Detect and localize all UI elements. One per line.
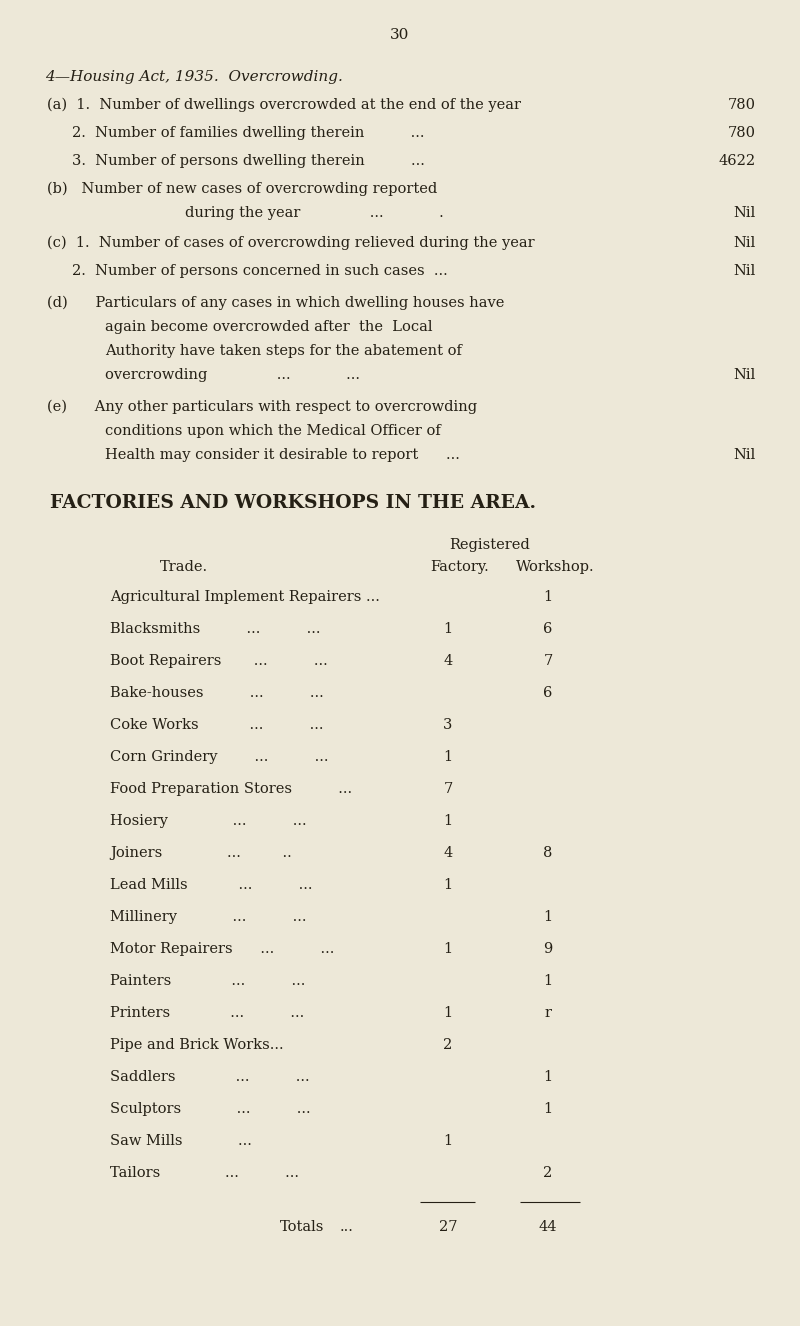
Text: 1: 1 xyxy=(543,590,553,605)
Text: Nil: Nil xyxy=(734,369,756,382)
Text: 1: 1 xyxy=(443,941,453,956)
Text: Saddlers             ...          ...: Saddlers ... ... xyxy=(110,1070,310,1083)
Text: 1: 1 xyxy=(543,1070,553,1083)
Text: (c)  1.  Number of cases of overcrowding relieved during the year: (c) 1. Number of cases of overcrowding r… xyxy=(47,236,534,251)
Text: Corn Grindery        ...          ...: Corn Grindery ... ... xyxy=(110,751,329,764)
Text: 1: 1 xyxy=(443,751,453,764)
Text: 8: 8 xyxy=(543,846,553,861)
Text: 2: 2 xyxy=(443,1038,453,1052)
Text: Lead Mills           ...          ...: Lead Mills ... ... xyxy=(110,878,313,892)
Text: FACTORIES AND WORKSHOPS IN THE AREA.: FACTORIES AND WORKSHOPS IN THE AREA. xyxy=(50,495,536,512)
Text: Nil: Nil xyxy=(734,264,756,278)
Text: 4: 4 xyxy=(443,846,453,861)
Text: 4—Housing Act, 1935.  Overcrowding.: 4—Housing Act, 1935. Overcrowding. xyxy=(45,70,343,84)
Text: Health may consider it desirable to report      ...: Health may consider it desirable to repo… xyxy=(105,448,460,461)
Text: conditions upon which the Medical Officer of: conditions upon which the Medical Office… xyxy=(105,424,441,438)
Text: Food Preparation Stores          ...: Food Preparation Stores ... xyxy=(110,782,352,796)
Text: Agricultural Implement Repairers ...: Agricultural Implement Repairers ... xyxy=(110,590,380,605)
Text: (d)      Particulars of any cases in which dwelling houses have: (d) Particulars of any cases in which dw… xyxy=(47,296,504,310)
Text: overcrowding               ...            ...: overcrowding ... ... xyxy=(105,369,360,382)
Text: Painters             ...          ...: Painters ... ... xyxy=(110,975,306,988)
Text: Boot Repairers       ...          ...: Boot Repairers ... ... xyxy=(110,654,328,668)
Text: Nil: Nil xyxy=(734,448,756,461)
Text: 1: 1 xyxy=(543,910,553,924)
Text: during the year               ...            .: during the year ... . xyxy=(185,206,444,220)
Text: Hosiery              ...          ...: Hosiery ... ... xyxy=(110,814,306,827)
Text: 2.  Number of families dwelling therein          ...: 2. Number of families dwelling therein .… xyxy=(72,126,425,141)
Text: 1: 1 xyxy=(543,975,553,988)
Text: Tailors              ...          ...: Tailors ... ... xyxy=(110,1166,299,1180)
Text: 4622: 4622 xyxy=(719,154,756,168)
Text: Trade.: Trade. xyxy=(160,560,208,574)
Text: 3.  Number of persons dwelling therein          ...: 3. Number of persons dwelling therein ..… xyxy=(72,154,425,168)
Text: Factory.: Factory. xyxy=(430,560,490,574)
Text: Millinery            ...          ...: Millinery ... ... xyxy=(110,910,306,924)
Text: Nil: Nil xyxy=(734,206,756,220)
Text: (b)   Number of new cases of overcrowding reported: (b) Number of new cases of overcrowding … xyxy=(47,182,438,196)
Text: Authority have taken steps for the abatement of: Authority have taken steps for the abate… xyxy=(105,343,462,358)
Text: (a)  1.  Number of dwellings overcrowded at the end of the year: (a) 1. Number of dwellings overcrowded a… xyxy=(47,98,521,113)
Text: 6: 6 xyxy=(543,686,553,700)
Text: 44: 44 xyxy=(538,1220,558,1235)
Text: Motor Repairers      ...          ...: Motor Repairers ... ... xyxy=(110,941,334,956)
Text: Sculptors            ...          ...: Sculptors ... ... xyxy=(110,1102,310,1116)
Text: 1: 1 xyxy=(443,814,453,827)
Text: Bake-houses          ...          ...: Bake-houses ... ... xyxy=(110,686,324,700)
Text: 780: 780 xyxy=(728,126,756,141)
Text: 7: 7 xyxy=(543,654,553,668)
Text: again become overcrowded after  the  Local: again become overcrowded after the Local xyxy=(105,320,433,334)
Text: Totals: Totals xyxy=(280,1220,324,1235)
Text: 27: 27 xyxy=(438,1220,458,1235)
Text: 4: 4 xyxy=(443,654,453,668)
Text: Workshop.: Workshop. xyxy=(516,560,594,574)
Text: 2.  Number of persons concerned in such cases  ...: 2. Number of persons concerned in such c… xyxy=(72,264,448,278)
Text: 2: 2 xyxy=(543,1166,553,1180)
Text: 3: 3 xyxy=(443,717,453,732)
Text: 1: 1 xyxy=(443,1006,453,1020)
Text: 6: 6 xyxy=(543,622,553,636)
Text: ...: ... xyxy=(340,1220,354,1235)
Text: Pipe and Brick Works...: Pipe and Brick Works... xyxy=(110,1038,284,1052)
Text: Joiners              ...         ..: Joiners ... .. xyxy=(110,846,292,861)
Text: Printers             ...          ...: Printers ... ... xyxy=(110,1006,304,1020)
Text: Nil: Nil xyxy=(734,236,756,251)
Text: 7: 7 xyxy=(443,782,453,796)
Text: 1: 1 xyxy=(443,1134,453,1148)
Text: 9: 9 xyxy=(543,941,553,956)
Text: 1: 1 xyxy=(443,622,453,636)
Text: r: r xyxy=(545,1006,551,1020)
Text: 1: 1 xyxy=(543,1102,553,1116)
Text: 1: 1 xyxy=(443,878,453,892)
Text: 780: 780 xyxy=(728,98,756,111)
Text: Saw Mills            ...: Saw Mills ... xyxy=(110,1134,252,1148)
Text: Blacksmiths          ...          ...: Blacksmiths ... ... xyxy=(110,622,321,636)
Text: Coke Works           ...          ...: Coke Works ... ... xyxy=(110,717,323,732)
Text: 30: 30 xyxy=(390,28,410,42)
Text: Registered: Registered xyxy=(450,538,530,552)
Text: (e)      Any other particulars with respect to overcrowding: (e) Any other particulars with respect t… xyxy=(47,400,477,415)
